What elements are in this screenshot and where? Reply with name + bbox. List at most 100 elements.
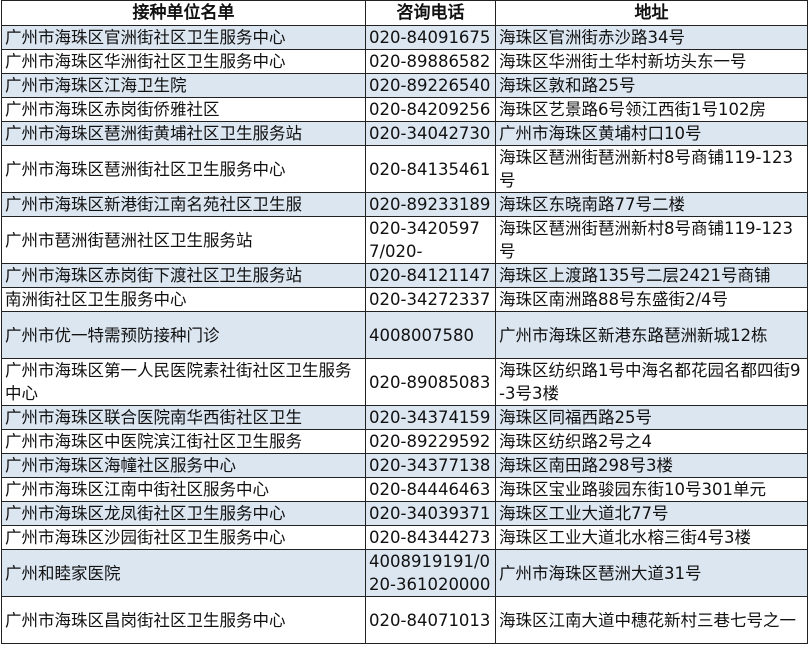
address-cell-text: 海珠区官洲街赤沙路34号 <box>499 28 685 47</box>
phone-cell-text: 020-89229592 <box>369 432 491 451</box>
address-cell-text: 海珠区纺织路1号中海名都花园名都四街9-3号3楼 <box>499 361 801 403</box>
phone-cell-text: 020-34039371 <box>369 504 491 523</box>
name-cell: 广州市海珠区中医院滨江街社区卫生服务 <box>1 429 366 454</box>
table-row: 广州市海珠区新港街江南名苑社区卫生服 020-89233189 海珠区东晓南路77号… <box>1 192 808 217</box>
table-row: 南洲街社区卫生服务中心 020-34272337 海珠区南洲路88号东盛街2/4号 <box>1 287 808 312</box>
phone-cell: 020-34374159 <box>365 405 496 430</box>
address-cell-text: 广州市海珠区新港东路琶洲新城12栋 <box>499 325 768 345</box>
name-cell: 广州市海珠区赤岗街下渡社区卫生服务站 <box>1 263 366 288</box>
phone-cell-text: 020-84446463 <box>369 480 491 499</box>
phone-cell-text: 020-34272337 <box>369 290 491 309</box>
name-cell: 南洲街社区卫生服务中心 <box>1 287 366 312</box>
address-cell: 海珠区官洲街赤沙路34号 <box>495 25 808 50</box>
name-cell-text: 广州市海珠区琶洲街社区卫生服务中心 <box>5 159 286 179</box>
name-cell-text: 广州市海珠区中医院滨江街社区卫生服务 <box>5 432 302 451</box>
address-cell: 海珠区华洲街土华村新坊头东一号 <box>495 49 808 74</box>
name-cell: 广州市海珠区海幢社区服务中心 <box>1 453 366 478</box>
address-cell-text: 海珠区南田路298号3楼 <box>499 456 673 475</box>
phone-cell: 020-34039371 <box>365 501 496 526</box>
name-cell-text: 广州市海珠区华洲街社区卫生服务中心 <box>5 52 286 71</box>
phone-cell-text: 020-34205977/020- <box>369 219 480 261</box>
phone-cell-text: 020-89233189 <box>369 195 491 214</box>
address-cell-text: 广州市海珠区黄埔村口10号 <box>499 124 702 143</box>
header-name: 接种单位名单 <box>1 0 366 26</box>
phone-cell-text: 020-89085083 <box>369 372 491 392</box>
address-cell: 海珠区琶洲街琶洲新村8号商铺119-123号 <box>495 145 808 193</box>
name-cell: 广州市海珠区赤岗街侨雅社区 <box>1 97 366 122</box>
name-cell-text: 广州市海珠区龙凤街社区卫生服务中心 <box>5 504 286 523</box>
address-cell-text: 海珠区华洲街土华村新坊头东一号 <box>499 52 747 71</box>
name-cell-text: 广州市优一特需预防接种门诊 <box>5 325 220 345</box>
address-cell-text: 海珠区上渡路135号二层2421号商铺 <box>499 266 771 285</box>
name-cell: 广州市海珠区联合医院南华西街社区卫生 <box>1 405 366 430</box>
name-cell-text: 广州市海珠区第一人民医院素社街社区卫生服务中心 <box>5 361 352 403</box>
phone-cell-text: 020-89886582 <box>369 52 491 71</box>
phone-cell-text: 020-84121147 <box>369 266 491 285</box>
phone-cell: 020-84344273 <box>365 525 496 550</box>
phone-cell: 020-84135461 <box>365 145 496 193</box>
name-cell-text: 广州市海珠区琶洲街黄埔社区卫生服务站 <box>5 124 302 143</box>
name-cell: 广州市海珠区江海卫生院 <box>1 73 366 98</box>
header-row: 接种单位名单 咨询电话 地址 <box>1 0 808 26</box>
name-cell-text: 南洲街社区卫生服务中心 <box>5 290 187 309</box>
table-row: 广州市海珠区江南中街社区服务中心 020-84446463 海珠区宝业路骏园东街10… <box>1 477 808 502</box>
phone-cell: 020-84446463 <box>365 477 496 502</box>
name-cell-text: 广州市海珠区江南中街社区服务中心 <box>5 480 269 499</box>
address-cell-text: 海珠区工业大道北水榕三街4号3楼 <box>499 528 751 547</box>
name-cell-text: 广州市海珠区海幢社区服务中心 <box>5 456 236 475</box>
table-row: 广州市海珠区沙园街社区卫生服务中心 020-84344273 海珠区工业大道北水榕三… <box>1 525 808 550</box>
address-cell-text: 海珠区工业大道北77号 <box>499 504 669 523</box>
phone-cell: 020-84071013 <box>365 596 496 644</box>
name-cell: 广州市海珠区官洲街社区卫生服务中心 <box>1 25 366 50</box>
phone-cell: 4008919191/020-361020000 <box>365 549 496 597</box>
table-row: 广州和睦家医院 4008919191/020-361020000 广州市海珠区琶洲大… <box>1 549 808 597</box>
table-row: 广州市海珠区江海卫生院 020-89226540 海珠区敦和路25号 <box>1 73 808 98</box>
phone-cell: 020-89226540 <box>365 73 496 98</box>
name-cell: 广州市海珠区琶洲街黄埔社区卫生服务站 <box>1 121 366 146</box>
address-cell: 海珠区上渡路135号二层2421号商铺 <box>495 263 808 288</box>
address-cell-text: 海珠区江南大道中穗花新村三巷七号之一 <box>499 610 796 630</box>
address-cell: 海珠区纺织路1号中海名都花园名都四街9-3号3楼 <box>495 358 808 406</box>
name-cell-text: 广州市琶洲街琶洲社区卫生服务站 <box>5 230 253 250</box>
name-cell-text: 广州市海珠区江海卫生院 <box>5 76 187 95</box>
phone-cell: 020-34205977/020- <box>365 216 496 264</box>
name-cell-text: 广州市海珠区官洲街社区卫生服务中心 <box>5 28 286 47</box>
address-cell-text: 海珠区同福西路25号 <box>499 408 652 427</box>
name-cell: 广州市海珠区第一人民医院素社街社区卫生服务中心 <box>1 358 366 406</box>
table-row: 广州市海珠区第一人民医院素社街社区卫生服务中心 020-89085083 海珠区纺织… <box>1 358 808 406</box>
name-cell: 广州市海珠区龙凤街社区卫生服务中心 <box>1 501 366 526</box>
address-cell-text: 海珠区南洲路88号东盛街2/4号 <box>499 290 729 309</box>
name-cell-text: 广州市海珠区联合医院南华西街社区卫生 <box>5 408 302 427</box>
table-row: 广州市海珠区联合医院南华西街社区卫生 020-34374159 海珠区同福西路25号 <box>1 405 808 430</box>
address-cell: 海珠区江南大道中穗花新村三巷七号之一 <box>495 596 808 644</box>
name-cell: 广州市海珠区新港街江南名苑社区卫生服 <box>1 192 366 217</box>
name-cell: 广州市琶洲街琶洲社区卫生服务站 <box>1 216 366 264</box>
table-row: 广州市优一特需预防接种门诊 4008007580 广州市海珠区新港东路琶洲新城12栋 <box>1 311 808 359</box>
address-cell: 海珠区纺织路2号之4 <box>495 429 808 454</box>
address-cell-text: 海珠区艺景路6号领江西街1号102房 <box>499 100 766 119</box>
phone-cell: 020-89233189 <box>365 192 496 217</box>
address-cell: 广州市海珠区新港东路琶洲新城12栋 <box>495 311 808 359</box>
name-cell: 广州市海珠区华洲街社区卫生服务中心 <box>1 49 366 74</box>
name-cell: 广州市海珠区琶洲街社区卫生服务中心 <box>1 145 366 193</box>
address-cell: 海珠区艺景路6号领江西街1号102房 <box>495 97 808 122</box>
phone-cell: 020-84091675 <box>365 25 496 50</box>
phone-cell-text: 020-84135461 <box>369 159 491 179</box>
name-cell-text: 广州市海珠区新港街江南名苑社区卫生服 <box>5 195 302 214</box>
address-cell: 海珠区东晓南路77号二楼 <box>495 192 808 217</box>
phone-cell: 020-34272337 <box>365 287 496 312</box>
address-cell-text: 海珠区东晓南路77号二楼 <box>499 195 685 214</box>
table-row: 广州市海珠区海幢社区服务中心 020-34377138 海珠区南田路298号3楼 <box>1 453 808 478</box>
address-cell-text: 海珠区琶洲街琶洲新村8号商铺119-123号 <box>499 219 793 261</box>
name-cell: 广州市海珠区江南中街社区服务中心 <box>1 477 366 502</box>
name-cell: 广州和睦家医院 <box>1 549 366 597</box>
phone-cell: 020-89229592 <box>365 429 496 454</box>
table-row: 广州市海珠区龙凤街社区卫生服务中心 020-34039371 海珠区工业大道北77号 <box>1 501 808 526</box>
name-cell: 广州市优一特需预防接种门诊 <box>1 311 366 359</box>
name-cell-text: 广州和睦家医院 <box>5 563 121 583</box>
table-row: 广州市琶洲街琶洲社区卫生服务站 020-34205977/020- 海珠区琶洲街琶洲… <box>1 216 808 264</box>
phone-cell-text: 020-89226540 <box>369 76 491 95</box>
table-row: 广州市海珠区官洲街社区卫生服务中心 020-84091675 海珠区官洲街赤沙路34… <box>1 25 808 50</box>
name-cell: 广州市海珠区沙园街社区卫生服务中心 <box>1 525 366 550</box>
